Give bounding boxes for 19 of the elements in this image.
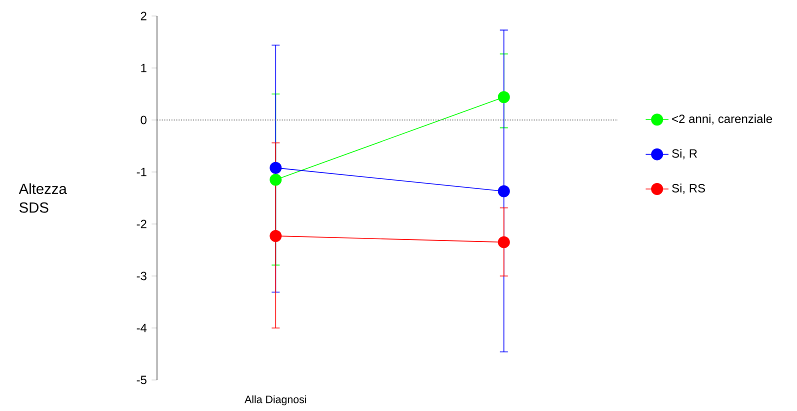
- y-axis-title: Altezza SDS: [18, 183, 67, 213]
- point: [498, 236, 510, 248]
- y-tick-label: 1: [141, 64, 146, 72]
- legend-label: <2 anni, carenziale: [672, 114, 772, 124]
- point: [270, 230, 282, 242]
- y-tick-label: -3: [136, 272, 146, 280]
- y-tick-label: -5: [136, 376, 146, 384]
- point: [498, 185, 510, 198]
- y-tick-label: -1: [136, 168, 146, 176]
- y-tick-label: -2: [136, 220, 146, 228]
- legend-label: Si, RS: [672, 184, 705, 194]
- x-tick-label: Alla Diagnosi: [244, 395, 306, 406]
- y-tick-label: -4: [136, 324, 147, 332]
- y-tick-label: 0: [140, 116, 146, 124]
- legend-label: Si, R: [672, 148, 697, 160]
- point: [270, 162, 282, 174]
- point: [498, 91, 510, 104]
- y-tick-label: 2: [140, 12, 146, 20]
- point: [270, 174, 282, 186]
